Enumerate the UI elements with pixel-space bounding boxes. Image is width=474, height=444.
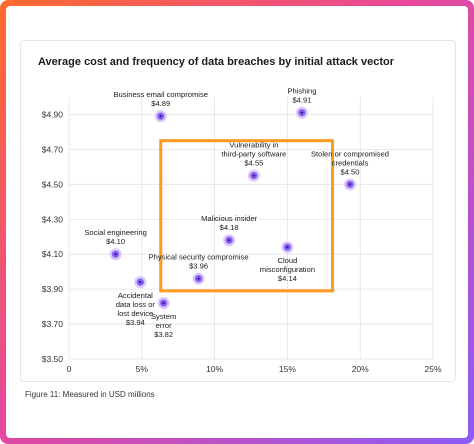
point-label-name: Malicious insider bbox=[201, 214, 258, 223]
point-label-value: $4.50 bbox=[341, 167, 360, 176]
y-tick-label: $3.70 bbox=[42, 319, 64, 329]
y-tick-label: $3.90 bbox=[42, 284, 64, 294]
point-label: Accidental data loss or lost device $3.94 bbox=[116, 291, 156, 327]
highlight-box bbox=[159, 139, 335, 293]
point-label: Phishing $4.91 bbox=[287, 87, 316, 105]
point-label-name: Business email compromise bbox=[113, 90, 208, 99]
point-label-name: third-party software bbox=[221, 150, 286, 159]
data-point-center bbox=[197, 277, 200, 280]
point-label: Malicious insider $4.18 bbox=[201, 214, 258, 232]
chart-title: Average cost and frequency of data breac… bbox=[38, 56, 395, 68]
point-label-name: Social engineering bbox=[84, 228, 146, 237]
point-label-name: System bbox=[151, 312, 176, 321]
axis-ticks: $3.50 $3.70 $3.90 $4.10 $4.30 $4.50 $4.70 $4.90… bbox=[42, 109, 442, 374]
y-tick-label: $4.50 bbox=[42, 179, 64, 189]
data-point-center bbox=[139, 280, 142, 284]
y-tick-label: $4.90 bbox=[42, 109, 64, 119]
point-label-name: data loss or bbox=[116, 300, 156, 309]
point-label-name: error bbox=[156, 321, 173, 330]
chart-card: Average cost and frequency of data breac… bbox=[20, 40, 456, 382]
point-label: Physical security compromise $3.96 bbox=[149, 253, 249, 271]
x-tick-label: 25% bbox=[424, 364, 441, 374]
y-tick-label: $4.70 bbox=[42, 144, 64, 154]
point-label-name: Stolen or compromised bbox=[311, 149, 389, 158]
point-label: Social engineering $4.10 bbox=[84, 228, 146, 246]
x-tick-label: 0 bbox=[67, 364, 72, 374]
point-label: Business email compromise $4.89 bbox=[113, 90, 208, 108]
point-label-value: $4.55 bbox=[244, 159, 263, 168]
point-label-name: Accidental bbox=[118, 291, 153, 300]
point-label-value: $4.10 bbox=[106, 237, 125, 246]
x-tick-label: 20% bbox=[352, 364, 369, 374]
figure-caption: Figure 11: Measured in USD millions bbox=[25, 390, 155, 399]
y-tick-label: $3.50 bbox=[42, 354, 64, 364]
point-label-value: $3.82 bbox=[154, 330, 173, 339]
x-tick-label: 5% bbox=[136, 364, 149, 374]
point-label: System error $3.82 bbox=[151, 312, 176, 339]
data-point-center bbox=[300, 111, 304, 114]
grid-lines bbox=[68, 97, 434, 360]
data-point-center bbox=[159, 115, 162, 118]
point-label-name: Physical security compromise bbox=[149, 253, 249, 262]
data-point-center bbox=[162, 301, 165, 305]
y-tick-label: $4.30 bbox=[42, 214, 64, 224]
point-label-value: $4.18 bbox=[220, 223, 239, 232]
point-label-name: Vulnerability in bbox=[229, 141, 278, 150]
data-point-center bbox=[286, 246, 289, 249]
point-label-value: $4.14 bbox=[278, 274, 297, 283]
data-points bbox=[109, 106, 357, 310]
point-label-name: Cloud bbox=[277, 256, 297, 265]
x-tick-label: 10% bbox=[206, 364, 223, 374]
point-label-value: $3.94 bbox=[126, 318, 145, 327]
point-label: Vulnerability in third-party software $4.5… bbox=[221, 141, 286, 168]
point-label-value: $4.89 bbox=[151, 99, 170, 108]
point-label-value: $4.91 bbox=[292, 96, 311, 105]
data-point-center bbox=[252, 174, 256, 177]
point-label-value: $3.96 bbox=[189, 262, 208, 271]
point-label-name: lost device bbox=[117, 309, 153, 318]
point-label-name: credentials bbox=[332, 158, 369, 167]
data-point-center bbox=[227, 239, 231, 242]
scatter-chart: Average cost and frequency of data breac… bbox=[38, 56, 442, 374]
x-tick-label: 15% bbox=[279, 364, 296, 374]
y-tick-label: $4.10 bbox=[42, 249, 64, 259]
data-point-center bbox=[348, 183, 352, 186]
point-label-name: Phishing bbox=[287, 87, 316, 96]
point-label: Stolen or compromised credentials $4.50 bbox=[311, 149, 389, 176]
point-label-name: misconfiguration bbox=[260, 265, 315, 274]
point-label: Cloud misconfiguration $4.14 bbox=[260, 256, 315, 283]
highlight-box-group bbox=[159, 139, 335, 293]
data-point-center bbox=[114, 253, 117, 256]
